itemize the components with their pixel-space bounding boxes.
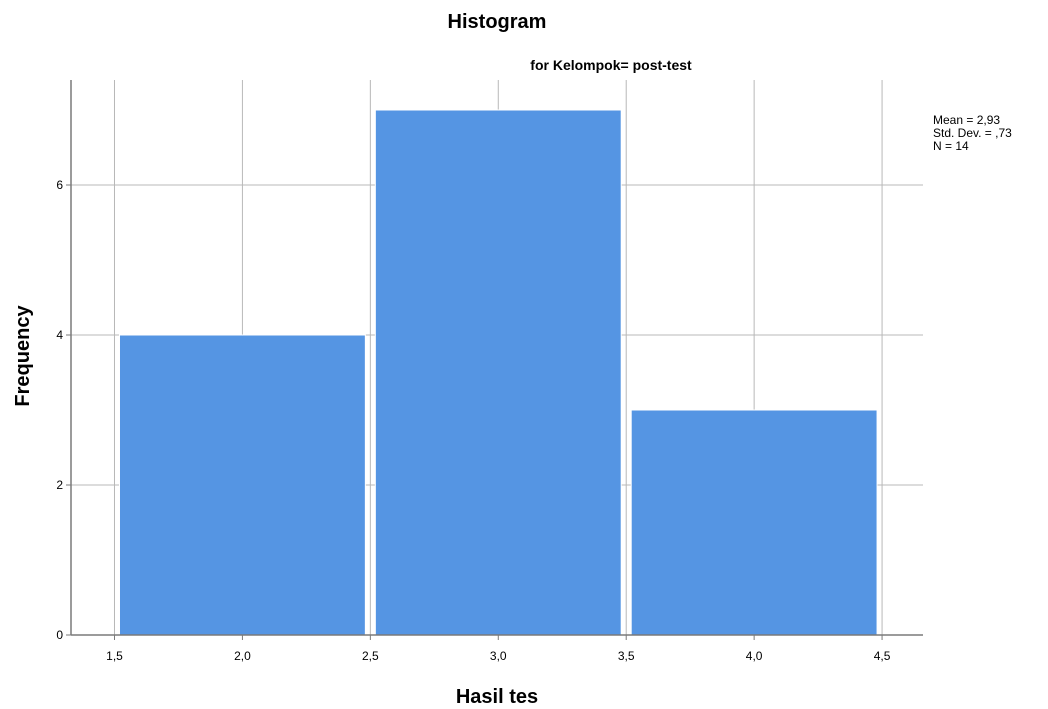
axes bbox=[66, 80, 923, 640]
x-tick-label-2: 2,5 bbox=[362, 649, 379, 663]
bar-2 bbox=[630, 409, 878, 636]
x-tick-label-6: 4,5 bbox=[874, 649, 891, 663]
stat-std-dev: Std. Dev. = ,73 bbox=[933, 126, 1012, 140]
y-tick-label-1: 2 bbox=[56, 478, 63, 492]
bar-1 bbox=[374, 109, 622, 636]
y-axis-label: Frequency bbox=[12, 305, 34, 407]
stat-n: N = 14 bbox=[933, 139, 969, 153]
x-tick-label-0: 1,5 bbox=[106, 649, 123, 663]
stat-mean: Mean = 2,93 bbox=[933, 113, 1000, 127]
x-axis-label: Hasil tes bbox=[456, 686, 538, 708]
chart-subtitle: for Kelompok= post-test bbox=[530, 57, 692, 73]
x-tick-label-5: 4,0 bbox=[746, 649, 763, 663]
x-tick-label-1: 2,0 bbox=[234, 649, 251, 663]
x-tick-label-3: 3,0 bbox=[490, 649, 507, 663]
bar-0 bbox=[118, 334, 366, 636]
y-tick-label-3: 6 bbox=[56, 178, 63, 192]
histogram-bars bbox=[118, 109, 878, 636]
y-tick-label-0: 0 bbox=[56, 628, 63, 642]
chart-title: Histogram bbox=[448, 11, 547, 33]
x-tick-label-4: 3,5 bbox=[618, 649, 635, 663]
tick-labels: 1,5 2,0 2,5 3,0 3,5 4,0 4,5 0 2 4 6 bbox=[56, 178, 890, 663]
y-tick-label-2: 4 bbox=[56, 328, 63, 342]
